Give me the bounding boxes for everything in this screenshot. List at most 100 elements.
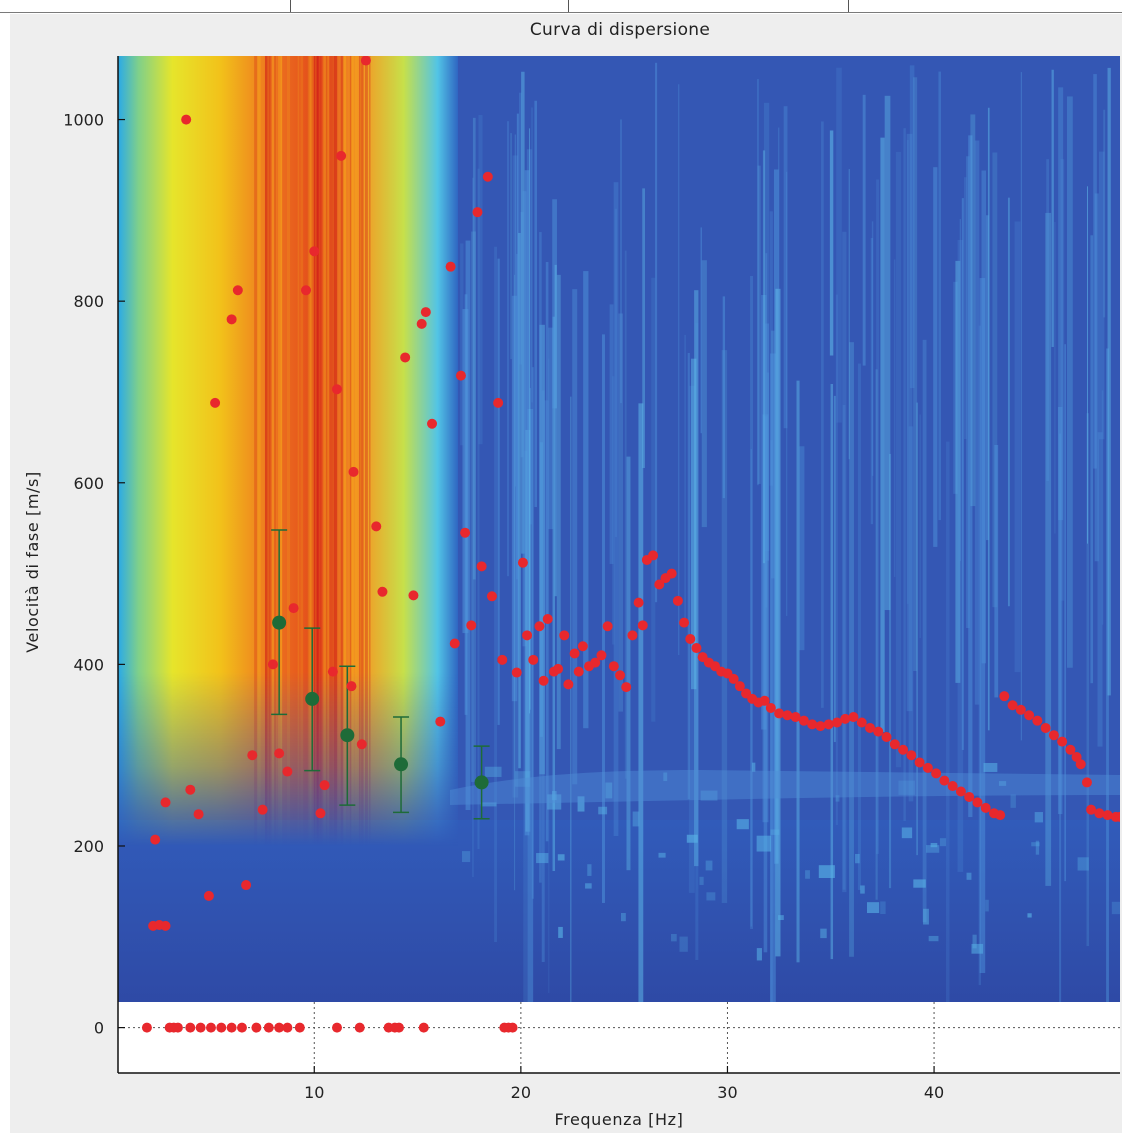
pick-point bbox=[360, 56, 371, 66]
spectrum-blob bbox=[577, 796, 585, 812]
spectrum-streak bbox=[1086, 186, 1088, 544]
spectrum-streak bbox=[979, 278, 986, 974]
spectrum-streak bbox=[953, 281, 958, 494]
modal-point bbox=[305, 691, 320, 706]
pick-point bbox=[790, 712, 801, 723]
spectrum-streak bbox=[798, 446, 805, 651]
spectrum-streak-hot bbox=[343, 56, 346, 846]
spectrum-streak-hot bbox=[269, 56, 272, 846]
pick-point bbox=[1086, 804, 1097, 815]
spectrum-streak bbox=[968, 135, 973, 818]
spectrum-streak bbox=[1094, 193, 1099, 562]
pick-point bbox=[782, 710, 793, 721]
spectrum-blob bbox=[620, 913, 626, 922]
pick-point bbox=[210, 397, 221, 408]
modal-curve-layer bbox=[271, 529, 490, 820]
spectrum-streak bbox=[770, 353, 776, 1020]
spectrum-streak bbox=[786, 171, 788, 616]
pick-point bbox=[691, 643, 702, 654]
pick-point bbox=[460, 527, 471, 538]
spectrum-streak bbox=[528, 128, 531, 714]
spectrum-streak bbox=[471, 231, 476, 782]
spectrum-streak bbox=[916, 402, 918, 856]
pick-point bbox=[327, 666, 338, 677]
spectrum-streak bbox=[1066, 96, 1073, 668]
pick-point bbox=[831, 717, 842, 728]
spectrum-streak bbox=[1014, 221, 1021, 673]
spectrum-streak-hot bbox=[309, 56, 313, 846]
pick-point bbox=[999, 691, 1010, 702]
spectrum-streak-hot bbox=[254, 56, 258, 846]
spectrum-streak bbox=[548, 327, 554, 530]
pick-point bbox=[181, 114, 192, 125]
pick-point bbox=[1075, 759, 1086, 770]
spectrum-streak bbox=[829, 130, 834, 356]
pick-point bbox=[881, 732, 892, 743]
spectrum-low-band bbox=[118, 820, 1120, 1002]
spectrum-streak bbox=[526, 149, 533, 525]
axes bbox=[117, 56, 1120, 1074]
spectrum-streak-hot bbox=[278, 56, 283, 846]
spectrum-blob bbox=[605, 782, 613, 799]
pick-point bbox=[294, 1022, 305, 1033]
spectrum-blob bbox=[880, 901, 886, 915]
spectrum-streak bbox=[539, 442, 543, 737]
pick-point bbox=[216, 1022, 227, 1033]
spectrum-streak bbox=[511, 295, 518, 702]
pick-point bbox=[348, 466, 359, 477]
spectrum-blob bbox=[598, 806, 608, 815]
spectrum-streak bbox=[770, 440, 773, 1019]
spectrum-streak bbox=[757, 79, 759, 486]
pick-point bbox=[195, 1022, 206, 1033]
pick-point bbox=[185, 784, 196, 795]
spectrum-streak bbox=[687, 352, 690, 800]
spectrum-streak bbox=[955, 260, 961, 683]
pick-point bbox=[964, 791, 975, 802]
spectrum-streak bbox=[531, 367, 534, 899]
spectrum-streak bbox=[570, 396, 572, 1073]
y-tick-label: 800 bbox=[73, 292, 104, 311]
pick-point bbox=[848, 712, 859, 723]
spectrum-streak bbox=[880, 137, 885, 732]
spectrum-streak bbox=[513, 274, 516, 891]
y-tick-label: 600 bbox=[73, 474, 104, 493]
pick-point bbox=[648, 550, 659, 561]
pick-point bbox=[654, 579, 665, 590]
pick-point bbox=[633, 597, 644, 608]
spectrum-streak bbox=[1090, 235, 1094, 684]
spectrum-streak-hot bbox=[264, 56, 270, 846]
pick-point bbox=[1032, 715, 1043, 726]
pick-point bbox=[507, 1022, 518, 1033]
modal-point bbox=[272, 615, 287, 630]
spectrum-streak bbox=[933, 167, 938, 547]
spectrum-streak bbox=[700, 227, 702, 434]
spectrum-white-band bbox=[118, 1002, 1120, 1073]
pick-point bbox=[274, 1022, 285, 1033]
spectrum-blob bbox=[818, 865, 835, 879]
pick-point bbox=[1007, 700, 1018, 711]
spectrum-blob bbox=[1111, 901, 1120, 915]
spectrum-streak bbox=[909, 65, 915, 389]
pick-point bbox=[346, 681, 357, 692]
spectrum-streak bbox=[1057, 406, 1063, 815]
pick-point bbox=[840, 713, 851, 724]
y-tick-label: 200 bbox=[73, 837, 104, 856]
spectrum-streak bbox=[613, 182, 619, 837]
spectrum-streak bbox=[961, 198, 964, 750]
pick-point bbox=[906, 750, 917, 761]
spectrum-streak bbox=[514, 134, 517, 487]
pick-point bbox=[282, 1022, 293, 1033]
pick-point bbox=[400, 352, 411, 363]
spectrum-streak bbox=[763, 416, 768, 953]
spectrum-streak-hot bbox=[333, 56, 338, 846]
spectrum-streak-hot bbox=[359, 56, 364, 846]
spectrum-streak bbox=[518, 232, 521, 769]
spectrum-streak bbox=[765, 253, 768, 608]
spectrum-streak bbox=[1007, 197, 1010, 607]
pick-point bbox=[160, 920, 171, 931]
spectrum-blob bbox=[901, 827, 913, 839]
y-tick-label: 1000 bbox=[63, 111, 104, 130]
spectrum-streak-hot bbox=[340, 56, 344, 846]
spectrum-streak bbox=[609, 304, 614, 564]
